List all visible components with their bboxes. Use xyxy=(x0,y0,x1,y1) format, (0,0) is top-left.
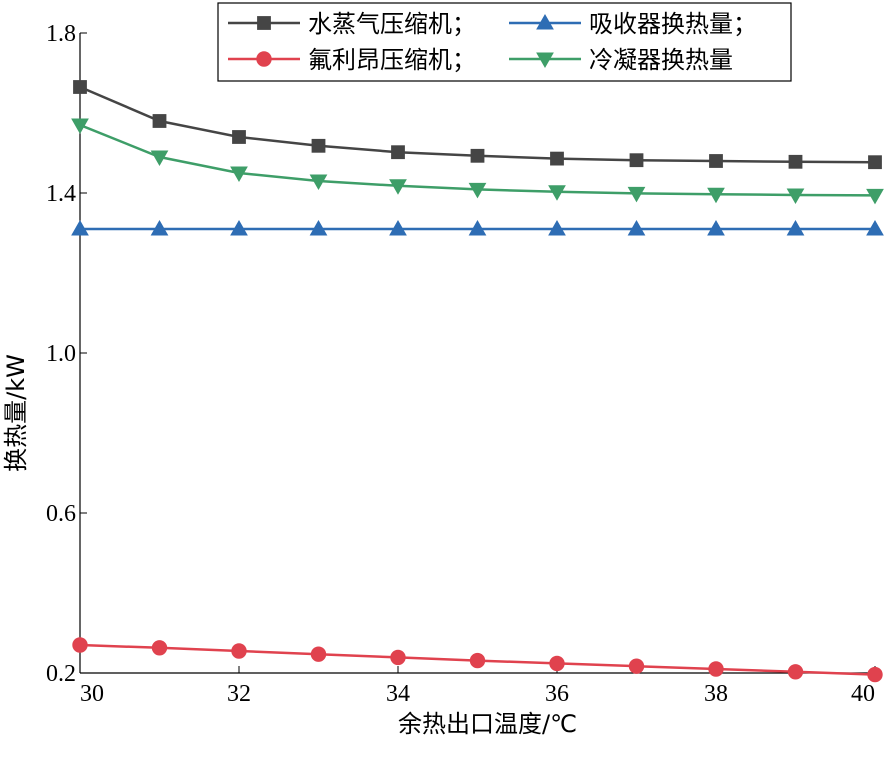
data-point xyxy=(708,661,724,677)
data-point xyxy=(866,219,884,236)
x-tick-label: 32 xyxy=(227,681,251,707)
data-point xyxy=(470,148,485,163)
legend-label: 氟利昂压缩机； xyxy=(308,46,476,74)
data-point xyxy=(71,219,89,236)
legend-item-0: 水蒸气压缩机； xyxy=(228,10,476,38)
x-axis-title: 余热出口温度/℃ xyxy=(398,710,577,738)
data-point xyxy=(150,150,169,167)
data-point xyxy=(468,219,487,236)
data-point xyxy=(627,219,646,236)
legend-item-1: 吸收器换热量； xyxy=(509,10,757,38)
data-point xyxy=(230,219,248,236)
series-1 xyxy=(71,219,884,236)
data-point xyxy=(469,652,486,669)
data-point xyxy=(629,153,644,168)
data-point xyxy=(311,138,326,153)
data-point xyxy=(786,219,805,236)
series-3 xyxy=(71,118,884,205)
data-point xyxy=(72,637,88,653)
data-point xyxy=(468,182,487,199)
data-point xyxy=(150,219,169,236)
data-point xyxy=(868,155,882,170)
axes: 0.2 0.6 1.0 1.4 1.8 30 32 34 36 38 40 xyxy=(46,21,876,707)
data-point xyxy=(152,114,167,128)
series-2 xyxy=(72,637,883,683)
data-point xyxy=(310,646,327,662)
data-point xyxy=(548,219,566,236)
x-tick-label: 34 xyxy=(386,681,410,707)
data-point xyxy=(788,154,803,169)
data-point xyxy=(230,166,248,183)
legend-item-3: 冷凝器换热量 xyxy=(509,46,733,74)
data-point xyxy=(73,80,87,94)
data-point xyxy=(390,649,406,666)
legend-item-2: 氟利昂压缩机； xyxy=(228,46,476,74)
legend-marker xyxy=(256,51,272,67)
data-point xyxy=(549,655,565,672)
data-point xyxy=(628,658,645,674)
x-ticks: 30 32 34 36 38 40 xyxy=(79,666,876,707)
data-point xyxy=(309,219,328,236)
data-point xyxy=(866,188,884,205)
legend-marker xyxy=(257,16,271,30)
data-point xyxy=(707,187,725,204)
series-0 xyxy=(73,80,882,170)
data-point xyxy=(627,186,646,203)
legend-marker xyxy=(536,52,554,69)
legend-label: 吸收器换热量； xyxy=(589,10,757,38)
y-tick-label: 0.6 xyxy=(46,501,76,527)
data-point xyxy=(231,643,247,659)
data-point xyxy=(786,188,805,205)
y-tick-label: 0.2 xyxy=(46,661,76,687)
data-point xyxy=(151,640,168,656)
y-tick-label: 1.8 xyxy=(46,21,76,47)
data-point xyxy=(309,174,328,191)
data-point xyxy=(787,664,804,680)
x-tick-label: 30 xyxy=(80,681,104,707)
legend-box xyxy=(217,2,792,82)
data-point xyxy=(707,219,725,236)
data-point xyxy=(389,179,407,195)
data-point xyxy=(867,666,883,683)
legend: 水蒸气压缩机； 吸收器换热量； 氟利昂压缩机； 冷凝器换热量 xyxy=(217,2,792,82)
legend-marker xyxy=(536,13,554,30)
y-axis-title: 换热量/kW xyxy=(2,354,30,472)
data-point xyxy=(232,130,246,144)
data-point xyxy=(389,219,407,236)
legend-items: 水蒸气压缩机； 吸收器换热量； 氟利昂压缩机； 冷凝器换热量 xyxy=(228,10,757,74)
x-tick-label: 36 xyxy=(545,681,569,707)
y-ticks: 0.2 0.6 1.0 1.4 1.8 xyxy=(46,21,87,687)
data-point xyxy=(71,118,89,135)
data-point xyxy=(548,185,566,201)
data-point xyxy=(391,145,405,160)
x-tick-label: 38 xyxy=(704,681,728,707)
legend-label: 冷凝器换热量 xyxy=(589,46,733,74)
legend-label: 水蒸气压缩机； xyxy=(308,10,476,38)
series-layer xyxy=(71,80,884,683)
data-point xyxy=(550,151,564,166)
data-point xyxy=(709,154,723,168)
y-tick-label: 1.0 xyxy=(46,341,76,367)
y-tick-label: 1.4 xyxy=(46,181,76,207)
x-tick-label: 40 xyxy=(851,681,875,707)
